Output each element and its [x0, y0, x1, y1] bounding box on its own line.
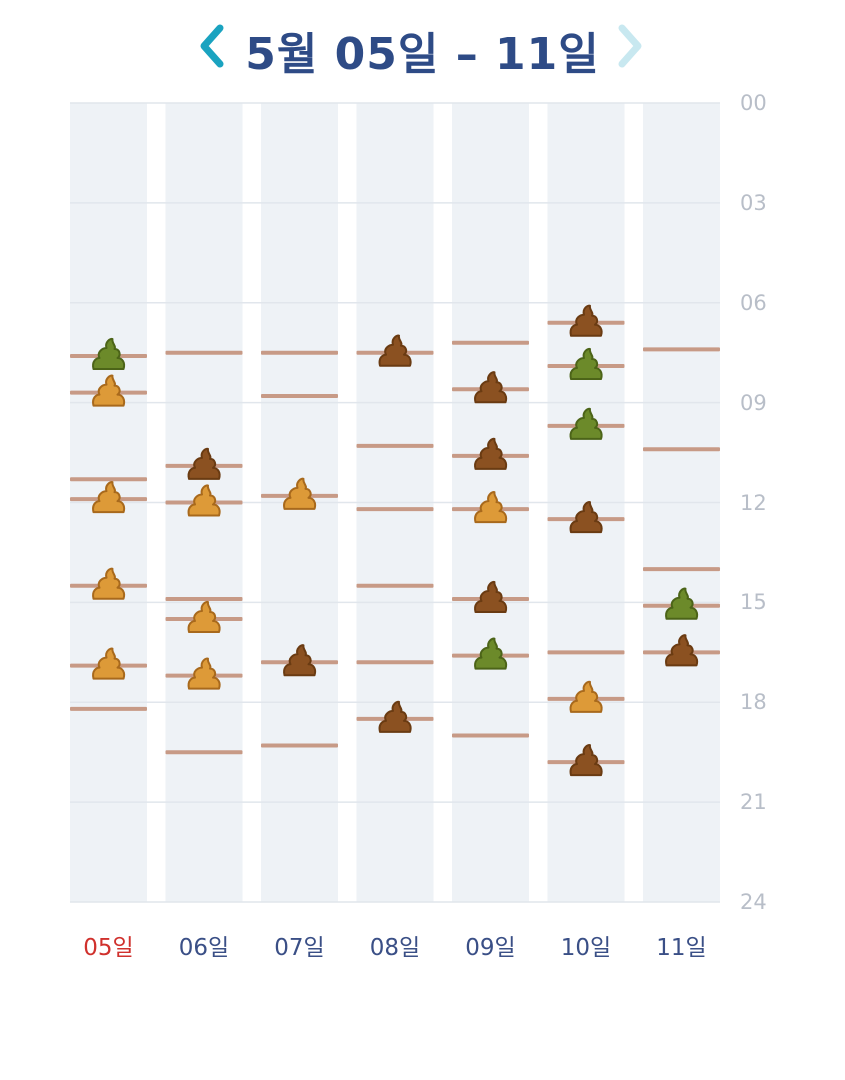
poop-icon — [187, 484, 221, 517]
time-marker-line — [643, 567, 720, 572]
time-marker-line — [70, 706, 147, 711]
poop-icon — [474, 437, 508, 470]
poop-icon — [569, 744, 603, 777]
poop-icon — [474, 637, 508, 670]
hour-label: 21 — [740, 790, 767, 815]
chevron-left-icon — [200, 24, 224, 68]
hour-label: 18 — [740, 690, 767, 715]
time-marker-line — [70, 477, 147, 482]
time-marker-line — [643, 347, 720, 352]
time-marker-line — [547, 650, 625, 655]
time-marker-line — [261, 350, 338, 355]
poop-icon — [283, 477, 317, 510]
day-label[interactable]: 09일 — [465, 935, 516, 961]
time-marker-line — [452, 340, 529, 345]
hour-label: 12 — [740, 490, 767, 515]
poop-icon — [569, 347, 603, 381]
time-marker-line — [356, 443, 434, 448]
poop-icon — [474, 371, 508, 404]
poop-icon — [569, 304, 603, 337]
hour-label: 09 — [740, 390, 767, 415]
time-marker-line — [165, 350, 243, 355]
poop-icon — [92, 337, 126, 371]
poop-icon — [187, 447, 221, 480]
week-header: 5월 05일 – 11일 — [0, 10, 845, 80]
time-marker-line — [356, 583, 434, 588]
hour-label: 24 — [740, 890, 767, 914]
time-marker-line — [261, 743, 338, 748]
prev-week-button[interactable] — [188, 18, 238, 74]
poop-icon — [474, 491, 508, 524]
day-label[interactable]: 11일 — [656, 935, 707, 961]
poop-icon — [378, 700, 412, 733]
hour-label: 06 — [740, 290, 767, 315]
day-label[interactable]: 06일 — [178, 935, 230, 961]
poop-icon — [665, 634, 699, 667]
poop-icon — [569, 680, 603, 713]
poop-icon — [283, 644, 317, 677]
poop-icon — [474, 580, 508, 614]
day-label[interactable]: 08일 — [369, 935, 421, 961]
poop-icon — [92, 481, 126, 514]
poop-icon — [569, 407, 603, 440]
poop-icon — [187, 657, 221, 690]
poop-icon — [92, 374, 126, 407]
day-label[interactable]: 07일 — [274, 935, 325, 961]
poop-icon — [92, 647, 126, 680]
poop-icon — [665, 587, 699, 620]
time-marker-line — [261, 393, 338, 398]
poop-icon — [378, 334, 412, 367]
time-marker-line — [643, 447, 720, 452]
day-label[interactable]: 05일 — [83, 935, 134, 961]
poop-icon — [569, 501, 603, 534]
poop-icon — [187, 600, 221, 634]
poop-icon — [92, 567, 126, 600]
time-marker-line — [356, 507, 434, 512]
hour-label: 03 — [740, 190, 767, 215]
day-label[interactable]: 10일 — [560, 935, 612, 961]
hour-label: 15 — [740, 590, 767, 615]
chevron-right-icon — [618, 24, 642, 68]
time-marker-line — [165, 597, 243, 602]
time-marker-line — [356, 660, 434, 665]
time-marker-line — [452, 733, 529, 738]
week-title: 5월 05일 – 11일 — [245, 29, 600, 80]
time-marker-line — [165, 750, 243, 755]
next-week-button[interactable] — [604, 18, 654, 74]
hour-label: 00 — [740, 91, 767, 115]
